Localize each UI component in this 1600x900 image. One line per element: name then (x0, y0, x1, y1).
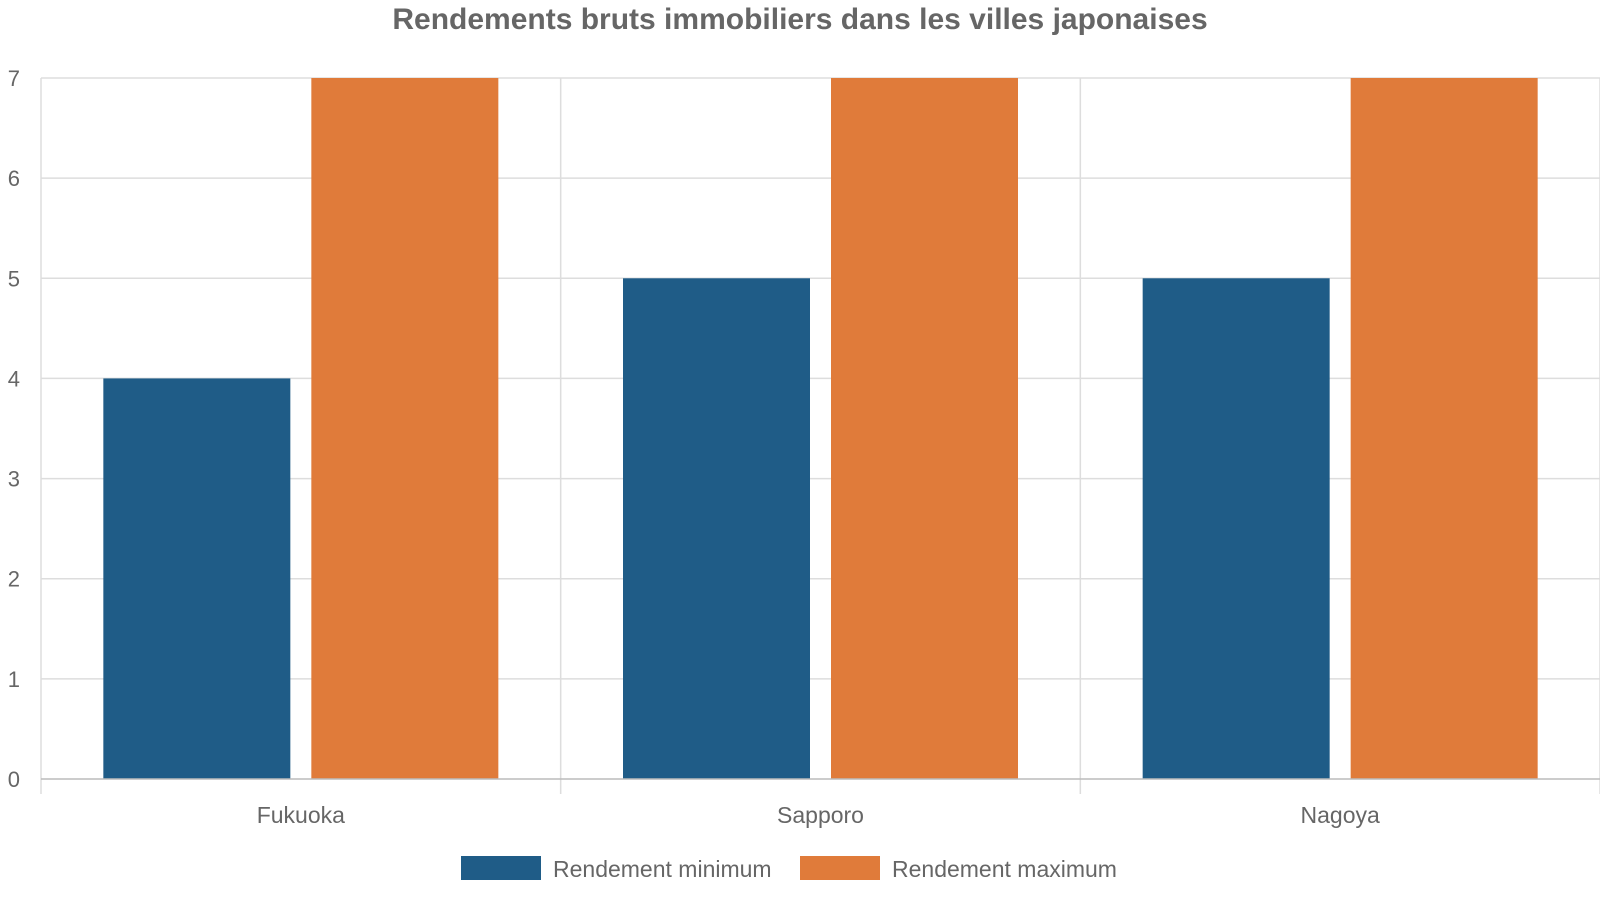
bar (623, 278, 810, 779)
legend-swatch (800, 856, 880, 880)
y-tick-label: 5 (8, 266, 20, 291)
y-tick-label: 7 (8, 66, 20, 91)
y-tick-label: 3 (8, 467, 20, 492)
x-tick-label: Sapporo (777, 802, 864, 828)
legend-label: Rendement maximum (892, 856, 1117, 882)
y-tick-label: 4 (8, 366, 20, 391)
x-tick-label: Fukuoka (257, 802, 345, 828)
bar (311, 78, 499, 779)
bar (1142, 278, 1330, 779)
chart-title: Rendements bruts immobiliers dans les vi… (392, 3, 1207, 36)
bar (831, 78, 1018, 779)
grid (40, 77, 1600, 794)
legend-swatch (461, 856, 541, 880)
bar (103, 378, 291, 779)
x-tick-label: Nagoya (1301, 802, 1380, 828)
bars (103, 78, 1538, 779)
y-tick-label: 2 (8, 567, 20, 592)
bar (1350, 78, 1538, 779)
legend-label: Rendement minimum (553, 856, 772, 882)
axes: 0 1 2 3 4 5 6 7 Fukuoka Sapporo Nagoya (8, 66, 1600, 828)
legend: Rendement minimum Rendement maximum (461, 856, 1117, 882)
y-tick-label: 1 (8, 667, 20, 692)
y-tick-label: 0 (8, 767, 20, 792)
y-tick-label: 6 (8, 166, 20, 191)
